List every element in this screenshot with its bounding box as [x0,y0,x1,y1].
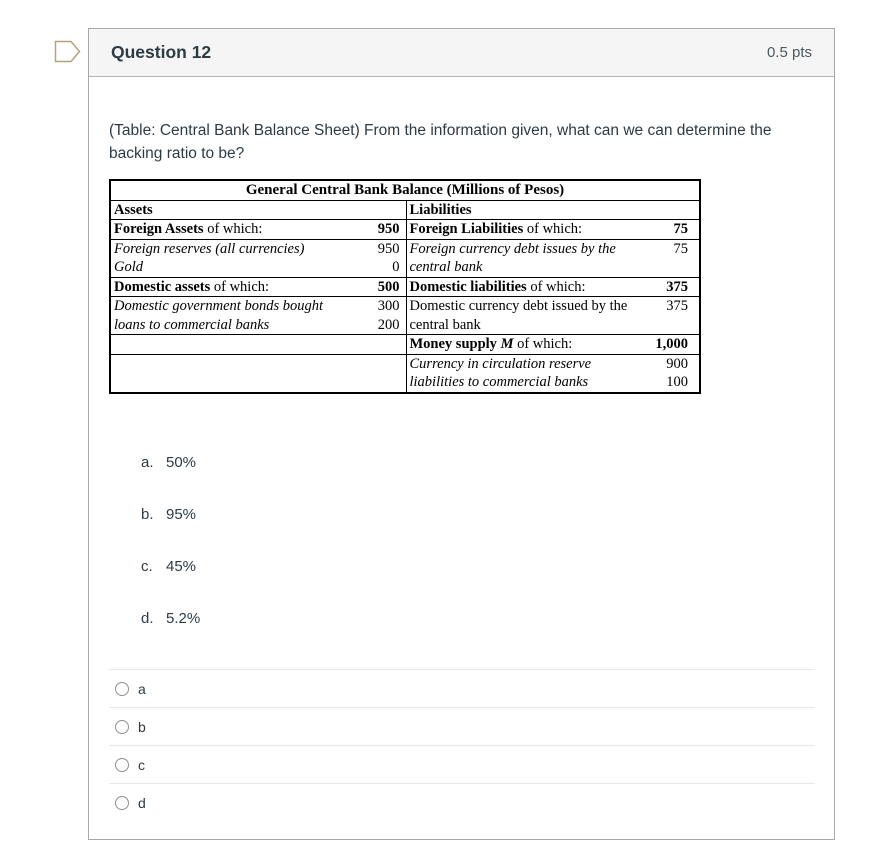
foreign-assets-value: 950 [358,219,406,240]
radio-button-d[interactable] [115,795,129,810]
money-detail-row: Currency in circulation reserve liabilit… [110,354,700,393]
radio-label-c[interactable]: c [138,756,145,773]
domestic-detail-values: 300 200 [358,296,406,335]
answer-row-a: a [109,669,815,707]
answer-row-b: b [109,707,815,745]
table-title: General Central Bank Balance (Millions o… [110,180,700,201]
foreign-liabilities-value: 75 [643,219,700,240]
table-title-row: General Central Bank Balance (Millions o… [110,180,700,201]
money-detail-labels: Currency in circulation reserve liabilit… [405,354,643,393]
option-b: b. 95% [141,507,200,523]
question-card: Question 12 0.5 pts (Table: Central Bank… [88,28,835,840]
option-letter: c. [141,558,153,575]
question-points: 0.5 pts [766,44,812,61]
radio-button-c[interactable] [115,757,129,772]
domestic-liabilities-value: 375 [643,277,700,297]
answer-row-c: c [109,745,815,783]
assets-header: Assets [110,200,406,220]
domestic-assets-value: 500 [358,277,406,297]
domestic-detail-labels: Domestic government bonds bought loans t… [110,296,358,335]
option-text: 45% [166,558,197,575]
question-title: Question 12 [111,42,212,62]
radio-button-b[interactable] [115,719,129,734]
option-c: c. 45% [141,559,200,575]
radio-label-a[interactable]: a [138,680,146,697]
option-a: a. 50% [141,455,200,471]
foreign-row: Foreign Assets of which: 950 Foreign Lia… [110,219,700,240]
answer-radio-group: a b c d [109,669,815,821]
foreign-liabilities-label: Foreign Liabilities of which: [405,219,643,240]
option-text: 50% [166,454,197,471]
domestic-row: Domestic assets of which: 500 Domestic l… [110,277,700,297]
foreign-assets-label: Foreign Assets of which: [110,219,358,240]
foreign-detail-labels: Foreign reserves (all currencies) Gold [110,239,358,278]
option-letter: d. [141,610,154,627]
foreign-detail-values: 950 0 [358,239,406,278]
table-header-row: Assets Liabilities [110,200,700,220]
answer-options-list: a. 50% b. 95% c. 45% d. 5.2% [141,455,200,663]
foreign-detail-row: Foreign reserves (all currencies) Gold 9… [110,239,700,278]
radio-button-a[interactable] [115,681,129,696]
option-letter: b. [141,506,154,523]
answer-row-d: d [109,783,815,821]
balance-sheet-table: General Central Bank Balance (Millions o… [109,179,701,394]
foreign-liab-detail-labels: Foreign currency debt issues by the cent… [405,239,643,278]
money-supply-label: Money supply M of which: [405,334,643,355]
option-d: d. 5.2% [141,611,200,627]
question-text: (Table: Central Bank Balance Sheet) From… [109,122,772,162]
money-detail-values: 900 100 [643,354,700,393]
domestic-liabilities-label: Domestic liabilities of which: [405,277,643,297]
option-letter: a. [141,454,154,471]
option-text: 5.2% [166,610,201,627]
money-supply-row: Money supply M of which: 1,000 [110,334,700,355]
radio-label-b[interactable]: b [138,718,146,735]
question-header: Question 12 0.5 pts [89,29,834,77]
empty-cell [110,334,406,355]
empty-cell [110,354,406,393]
radio-label-d[interactable]: d [138,794,146,811]
foreign-liab-detail-value: 75 [643,239,700,278]
domestic-liab-detail-labels: Domestic currency debt issued by the cen… [405,296,643,335]
flag-question-icon[interactable] [54,40,82,64]
domestic-detail-row: Domestic government bonds bought loans t… [110,296,700,335]
liabilities-header: Liabilities [405,200,700,220]
domestic-assets-label: Domestic assets of which: [110,277,358,297]
option-text: 95% [166,506,197,523]
money-supply-value: 1,000 [643,334,700,355]
domestic-liab-detail-value: 375 [643,296,700,335]
